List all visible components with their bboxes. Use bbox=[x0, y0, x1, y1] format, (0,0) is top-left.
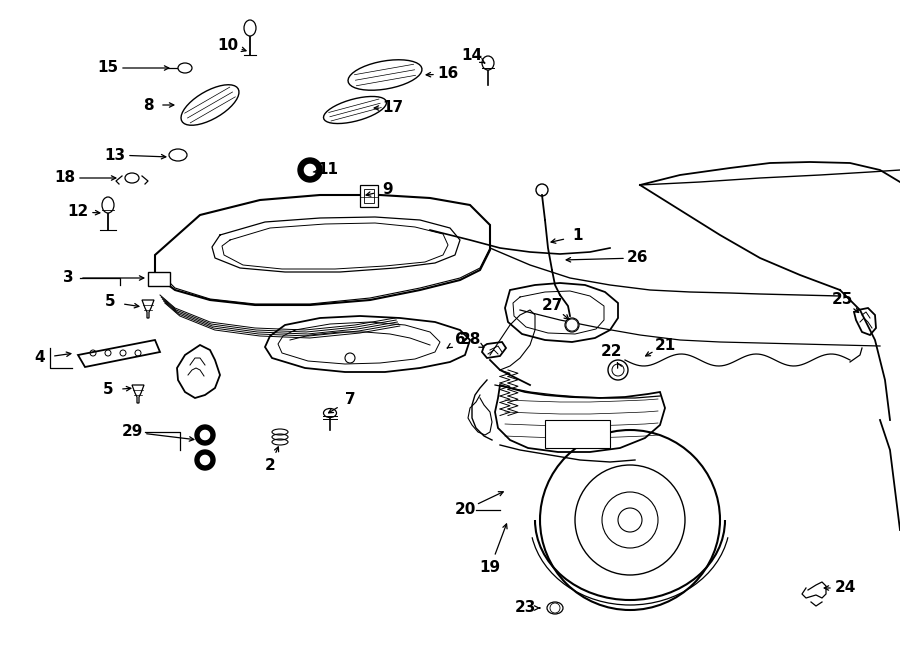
Polygon shape bbox=[854, 308, 876, 335]
Polygon shape bbox=[482, 342, 506, 358]
Text: 3: 3 bbox=[63, 270, 73, 286]
Text: 29: 29 bbox=[122, 424, 143, 440]
Text: 2: 2 bbox=[265, 459, 275, 473]
Ellipse shape bbox=[565, 318, 579, 332]
Text: 8: 8 bbox=[143, 98, 153, 112]
Polygon shape bbox=[142, 300, 154, 318]
Polygon shape bbox=[78, 340, 160, 367]
Polygon shape bbox=[265, 316, 470, 372]
Ellipse shape bbox=[125, 173, 139, 183]
Polygon shape bbox=[323, 97, 386, 124]
Text: 24: 24 bbox=[834, 580, 856, 596]
Text: 17: 17 bbox=[382, 100, 403, 116]
Text: 1: 1 bbox=[572, 229, 583, 243]
Text: 14: 14 bbox=[462, 48, 482, 63]
Ellipse shape bbox=[244, 20, 256, 36]
Polygon shape bbox=[132, 385, 144, 403]
Ellipse shape bbox=[547, 602, 563, 614]
Bar bbox=[364, 189, 374, 203]
Text: 18: 18 bbox=[54, 171, 76, 186]
Text: 10: 10 bbox=[218, 38, 238, 52]
Polygon shape bbox=[505, 283, 618, 342]
Bar bbox=[360, 185, 378, 207]
Text: 15: 15 bbox=[97, 61, 119, 75]
Bar bbox=[148, 272, 170, 286]
Polygon shape bbox=[177, 345, 220, 398]
Ellipse shape bbox=[323, 408, 337, 418]
Text: 5: 5 bbox=[104, 295, 115, 309]
Circle shape bbox=[618, 508, 642, 532]
Text: 9: 9 bbox=[382, 182, 393, 198]
Text: 27: 27 bbox=[541, 297, 562, 313]
Text: 6: 6 bbox=[454, 332, 465, 348]
Text: 11: 11 bbox=[318, 163, 338, 178]
Text: 28: 28 bbox=[459, 332, 481, 348]
Text: 23: 23 bbox=[514, 600, 536, 615]
Ellipse shape bbox=[482, 56, 494, 70]
Ellipse shape bbox=[102, 197, 114, 213]
Text: 26: 26 bbox=[627, 251, 649, 266]
Ellipse shape bbox=[178, 63, 192, 73]
Text: 20: 20 bbox=[454, 502, 476, 518]
Text: 5: 5 bbox=[103, 383, 113, 397]
Ellipse shape bbox=[608, 360, 628, 380]
Text: 19: 19 bbox=[480, 561, 500, 576]
Text: 4: 4 bbox=[35, 350, 45, 366]
Text: 12: 12 bbox=[68, 204, 88, 219]
Ellipse shape bbox=[169, 149, 187, 161]
Polygon shape bbox=[348, 59, 422, 90]
Bar bbox=[545, 420, 610, 448]
Text: 22: 22 bbox=[601, 344, 623, 360]
Polygon shape bbox=[181, 85, 238, 125]
Text: 16: 16 bbox=[437, 67, 459, 81]
Polygon shape bbox=[155, 195, 490, 305]
Polygon shape bbox=[495, 385, 665, 452]
Text: 21: 21 bbox=[654, 338, 676, 352]
Text: 7: 7 bbox=[345, 393, 356, 407]
Text: 25: 25 bbox=[832, 293, 852, 307]
Text: 13: 13 bbox=[104, 147, 126, 163]
